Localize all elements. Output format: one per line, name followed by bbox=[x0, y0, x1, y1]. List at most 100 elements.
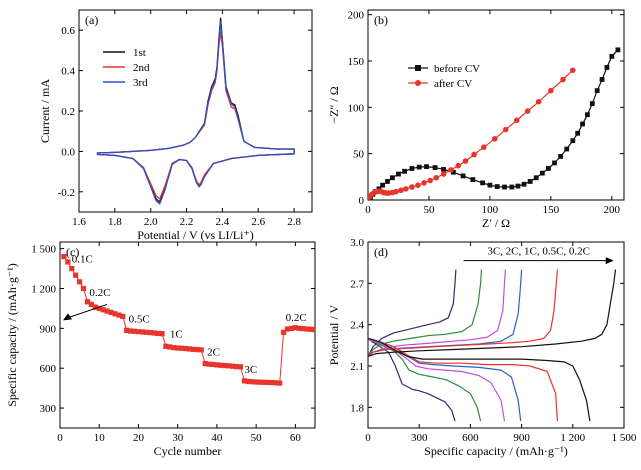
charge-curve-2C bbox=[368, 269, 483, 357]
rate-label: 2C bbox=[207, 347, 220, 359]
rate-point bbox=[226, 363, 232, 369]
nyquist-point bbox=[441, 167, 446, 172]
x-tick-label: 200 bbox=[604, 204, 621, 216]
rate-point bbox=[186, 346, 193, 352]
x-tick-label: 10 bbox=[94, 432, 106, 444]
nyquist-point bbox=[421, 180, 427, 186]
plot-area bbox=[96, 17, 295, 205]
rate-point bbox=[88, 301, 94, 308]
y-tick-label: 3.0 bbox=[350, 237, 364, 249]
rate-point bbox=[230, 363, 236, 369]
y-tick-label: 1 200 bbox=[31, 284, 56, 296]
pointer-arrow bbox=[68, 303, 108, 318]
rate-point bbox=[277, 380, 283, 386]
nyquist-point bbox=[427, 177, 433, 184]
rate-point bbox=[261, 379, 267, 385]
y-axis-label: Potential / V bbox=[327, 304, 341, 365]
rate-point bbox=[73, 272, 79, 278]
discharge-curve-2C bbox=[368, 337, 482, 422]
rate-point bbox=[131, 328, 138, 334]
rate-point bbox=[241, 378, 247, 384]
nyquist-point bbox=[604, 65, 610, 70]
rate-label: 0.5C bbox=[129, 313, 150, 325]
nyquist-point bbox=[481, 144, 487, 150]
panel-label: (a) bbox=[85, 13, 98, 27]
x-tick-label: 900 bbox=[513, 432, 530, 444]
x-tick-label: 100 bbox=[482, 204, 499, 216]
y-tick-label: 600 bbox=[40, 363, 57, 375]
nyquist-point bbox=[594, 88, 600, 94]
rate-line bbox=[63, 256, 315, 384]
nyquist-point bbox=[415, 182, 421, 188]
nyquist-point bbox=[393, 188, 399, 195]
nyquist-point bbox=[440, 171, 447, 177]
rate-point bbox=[61, 254, 67, 260]
rate-point bbox=[100, 307, 106, 313]
nyquist-point bbox=[570, 138, 576, 144]
discharge-curve-0.1C bbox=[368, 337, 591, 422]
rate-point bbox=[249, 379, 255, 385]
y-tick-label: 1 500 bbox=[31, 244, 56, 256]
rate-point bbox=[269, 379, 275, 386]
pointer-arrowhead bbox=[63, 313, 72, 321]
panel-label: (b) bbox=[374, 13, 388, 27]
panel-label: (c) bbox=[66, 245, 79, 259]
rate-point bbox=[167, 344, 173, 350]
rate-point bbox=[135, 329, 142, 335]
x-tick-label: 2.4 bbox=[216, 216, 230, 228]
x-axis-label: Potential / V (vs LI/Li⁺) bbox=[137, 228, 254, 242]
rate-point bbox=[296, 325, 302, 331]
x-tick-label: 20 bbox=[133, 432, 145, 444]
rate-point bbox=[218, 362, 224, 368]
rate-point bbox=[163, 343, 169, 349]
nyquist-point bbox=[564, 146, 570, 152]
x-tick-label: 2.6 bbox=[251, 216, 265, 228]
rate-point bbox=[304, 326, 310, 332]
rate-point bbox=[222, 362, 228, 369]
nyquist-point bbox=[460, 173, 466, 179]
nyquist-point bbox=[402, 186, 409, 192]
x-tick-label: 0 bbox=[57, 432, 63, 444]
nyquist-point bbox=[494, 184, 500, 189]
nyquist-point bbox=[462, 158, 469, 164]
rate-point bbox=[104, 308, 110, 314]
rate-label: 3C bbox=[244, 364, 257, 376]
nyquist-point bbox=[389, 175, 395, 181]
x-tick-label: 2.8 bbox=[287, 216, 301, 228]
nyquist-point bbox=[513, 117, 520, 124]
nyquist-point bbox=[589, 101, 595, 107]
y-tick-label: 100 bbox=[348, 102, 365, 114]
rate-point bbox=[233, 364, 240, 370]
x-tick-label: 1 500 bbox=[612, 432, 637, 444]
rate-point bbox=[171, 345, 177, 351]
nyquist-point bbox=[424, 164, 429, 170]
y-tick-label: 900 bbox=[40, 323, 57, 335]
nyquist-point bbox=[533, 175, 539, 181]
nyquist-point bbox=[502, 184, 507, 190]
plot-frame bbox=[59, 241, 316, 429]
x-tick-label: 2.0 bbox=[144, 216, 158, 228]
nyquist-point bbox=[539, 170, 545, 176]
rate-point bbox=[179, 345, 185, 351]
rate-label: 0.1C bbox=[72, 254, 93, 266]
rate-point bbox=[288, 325, 295, 331]
nyquist-point bbox=[570, 67, 576, 74]
y-tick-label: 0 bbox=[359, 195, 365, 207]
rate-point bbox=[202, 360, 208, 367]
nyquist-point bbox=[450, 169, 456, 175]
rate-label: 0.2C bbox=[89, 287, 110, 299]
y-tick-label: 0.4 bbox=[61, 66, 75, 78]
rate-point bbox=[281, 329, 287, 335]
rate-point bbox=[116, 312, 122, 318]
legend-marker bbox=[415, 80, 421, 86]
legend-label: 2nd bbox=[133, 62, 150, 74]
nyquist-point bbox=[558, 154, 564, 159]
y-tick-label: 0.6 bbox=[61, 25, 75, 37]
rate-point bbox=[308, 326, 314, 332]
nyquist-point bbox=[575, 130, 581, 136]
x-axis-label: Cycle number bbox=[154, 444, 222, 458]
rate-point bbox=[120, 313, 126, 319]
y-tick-label: 1.8 bbox=[350, 402, 364, 414]
nyquist-point bbox=[524, 108, 531, 114]
rate-point bbox=[214, 362, 220, 368]
